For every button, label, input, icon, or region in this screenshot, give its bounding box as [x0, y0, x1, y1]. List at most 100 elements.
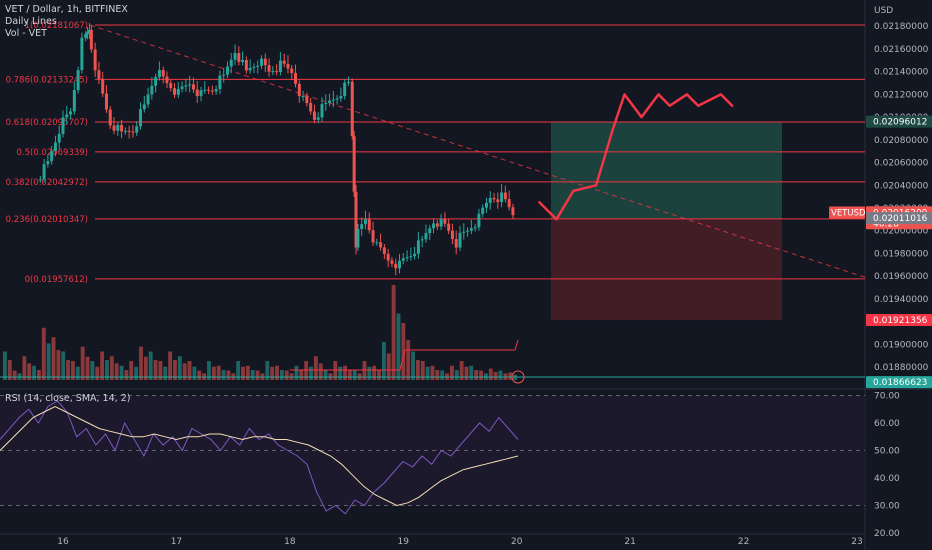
time-tick-label: 17 — [171, 537, 182, 547]
candle-body — [350, 81, 354, 137]
candle-body — [76, 70, 80, 91]
candle-body — [286, 63, 290, 69]
price-tick-label: 0.02160000 — [874, 45, 929, 55]
indicator-volume[interactable]: Vol - VET — [5, 28, 47, 39]
rsi-ma-line — [0, 405, 519, 507]
volume-bar — [51, 337, 56, 380]
candle-body — [184, 85, 188, 87]
fib-label: 0(0.01957612) — [25, 275, 88, 285]
candle-body — [316, 117, 320, 120]
volume-bar — [294, 365, 299, 380]
volume-bar — [114, 363, 119, 380]
candle-body — [331, 99, 335, 101]
volume-bar — [187, 361, 192, 380]
candle-body — [191, 84, 195, 90]
rsi-tick-label: 70.00 — [874, 392, 900, 402]
price-badge: 0.01866623 — [873, 378, 927, 388]
volume-bar — [66, 360, 71, 380]
candle-body — [116, 124, 120, 131]
volume-bar — [163, 366, 168, 380]
volume-bar — [192, 366, 197, 380]
candle-body — [450, 230, 454, 240]
candle-body — [84, 34, 88, 38]
candle-body — [146, 94, 150, 105]
candle-body — [432, 223, 436, 229]
volume-bar — [7, 360, 12, 380]
volume-bar — [318, 363, 323, 380]
indicator-daily-lines[interactable]: Daily Lines — [5, 16, 57, 27]
candle-body — [496, 199, 500, 203]
volume-bar — [265, 361, 270, 380]
volume-bar — [27, 363, 32, 380]
candle-body — [225, 66, 229, 75]
candle-body — [139, 109, 143, 127]
candle-body — [120, 124, 124, 132]
candle-body — [382, 247, 386, 254]
candle-body — [363, 219, 367, 225]
candle-body — [488, 197, 492, 203]
profit-zone — [551, 121, 782, 219]
volume-bar — [440, 370, 445, 380]
candle-body — [367, 219, 371, 231]
candle-body — [492, 197, 496, 200]
volume-bar — [95, 366, 100, 380]
candle-body — [401, 258, 405, 261]
volume-bar — [347, 370, 352, 380]
candle-body — [89, 29, 93, 50]
candle-body — [511, 207, 515, 216]
candle-body — [443, 219, 447, 224]
volume-bar — [100, 351, 105, 380]
volume-bar — [182, 363, 187, 380]
candle-body — [454, 239, 458, 248]
price-tick-label: 0.01960000 — [874, 272, 929, 282]
candle-body — [233, 53, 237, 60]
volume-bar — [508, 372, 513, 380]
projection-line — [538, 93, 734, 221]
volume-bar — [391, 285, 396, 380]
candle-body — [154, 77, 158, 86]
candle-body — [229, 59, 233, 67]
fib-label: 0.382(0.02042972) — [6, 178, 88, 188]
candle-body — [180, 86, 184, 89]
symbol-title[interactable]: VET / Dollar, 1h, BITFINEX — [5, 4, 128, 15]
candle-body — [207, 89, 211, 91]
time-tick-label: 20 — [511, 537, 523, 547]
price-tick-label: 0.02180000 — [874, 22, 929, 32]
volume-bar — [109, 356, 114, 380]
volume-bar — [469, 365, 474, 380]
candle-body — [65, 114, 69, 118]
candle-body — [61, 117, 65, 134]
price-tick-label: 0.01900000 — [874, 340, 929, 350]
volume-bar — [41, 327, 46, 380]
rsi-title[interactable]: RSI (14, close, SMA, 14, 2) — [5, 393, 131, 404]
candle-body — [237, 53, 241, 62]
candle-body — [108, 109, 112, 126]
rsi-tick-label: 20.00 — [874, 529, 900, 539]
rsi-tick-label: 50.00 — [874, 447, 900, 457]
candle-body — [210, 90, 214, 92]
volume-bar — [226, 370, 231, 380]
candle-body — [165, 76, 169, 84]
candle-body — [477, 213, 481, 228]
candle-body — [390, 260, 394, 264]
price-tick-label: 0.02060000 — [874, 159, 929, 169]
volume-bar — [396, 313, 401, 380]
volume-bar — [338, 366, 343, 380]
rsi-tick-label: 30.00 — [874, 502, 900, 512]
candle-body — [42, 164, 46, 180]
candle-body — [458, 232, 462, 248]
volume-bar — [207, 361, 211, 380]
volume-bar — [22, 356, 27, 380]
candle-body — [50, 151, 54, 162]
candle-body — [462, 231, 466, 233]
candle-body — [80, 37, 84, 71]
price-tick-label: 0.02000000 — [874, 227, 929, 237]
fib-label: 0.236(0.02010347) — [6, 215, 88, 225]
volume-bar — [134, 366, 139, 380]
volume-bar — [12, 370, 17, 380]
volume-bar — [488, 368, 493, 380]
volume-bar — [323, 370, 328, 380]
candle-body — [469, 228, 473, 231]
price-tick-label: 0.02120000 — [874, 90, 929, 100]
